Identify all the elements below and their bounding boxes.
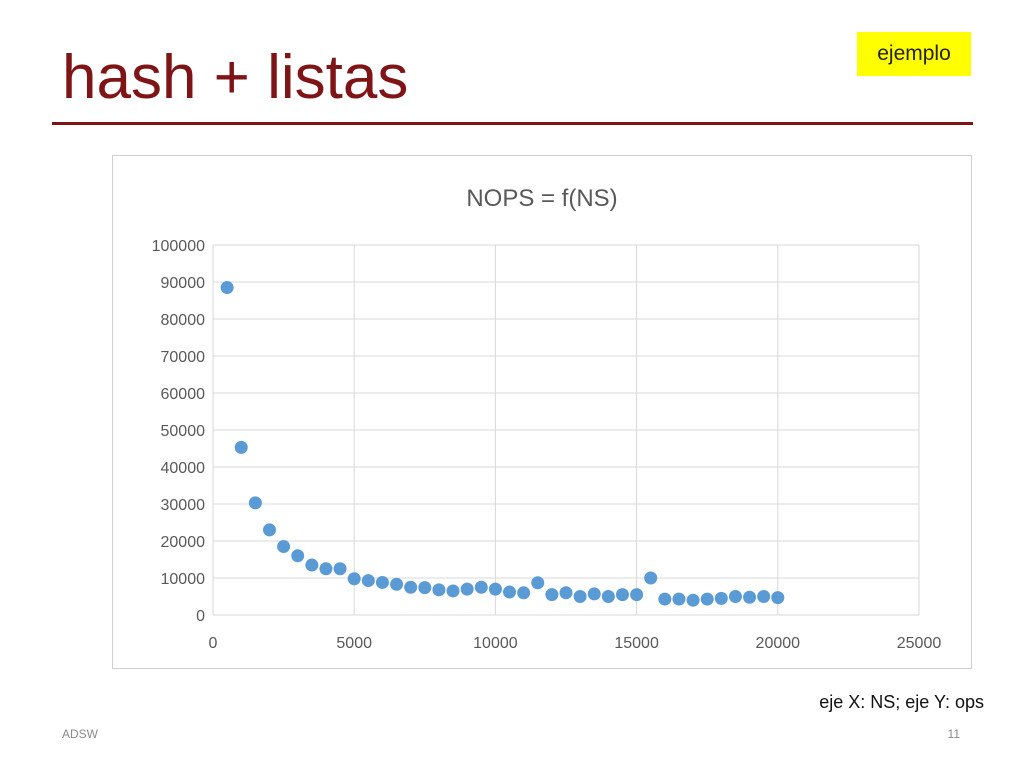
y-tick-label: 70000: [161, 349, 206, 366]
data-point: [291, 549, 305, 563]
axis-note: eje X: NS; eje Y: ops: [819, 692, 984, 712]
data-point: [390, 577, 404, 591]
data-point: [262, 523, 276, 537]
data-point: [460, 582, 474, 596]
y-tick-label: 0: [196, 608, 205, 625]
y-tick-label: 10000: [161, 571, 206, 588]
scatter-chart: NOPS = f(NS) 010000200003000040000500006…: [152, 185, 942, 652]
data-point: [347, 572, 361, 586]
data-point: [375, 575, 389, 589]
data-point: [503, 585, 517, 599]
title-divider: [52, 122, 973, 125]
data-point: [601, 590, 615, 603]
data-point: [305, 558, 319, 572]
data-point: [672, 592, 686, 606]
chart-ticks: 0100002000030000400005000060000700008000…: [152, 238, 942, 652]
data-point: [559, 586, 573, 600]
data-point: [432, 583, 446, 597]
x-tick-label: 0: [209, 635, 218, 652]
data-point: [700, 592, 714, 606]
data-point: [771, 591, 785, 605]
data-point: [333, 562, 347, 576]
y-tick-label: 80000: [161, 312, 206, 329]
x-tick-label: 15000: [614, 635, 659, 652]
example-badge: ejemplo: [857, 32, 971, 76]
y-tick-label: 90000: [161, 275, 206, 292]
footer-label: ADSW: [62, 727, 98, 741]
data-point: [248, 496, 262, 510]
data-point: [361, 574, 375, 588]
data-point: [743, 590, 757, 604]
data-point: [474, 580, 488, 594]
data-point: [587, 587, 601, 601]
data-point: [644, 571, 658, 585]
chart-grid: [212, 244, 920, 616]
data-point: [220, 281, 234, 295]
data-point: [728, 590, 742, 603]
y-tick-label: 50000: [161, 423, 206, 440]
data-point: [714, 591, 728, 605]
data-point: [573, 590, 587, 603]
data-point: [545, 588, 559, 602]
x-tick-label: 5000: [336, 635, 372, 652]
data-point: [531, 576, 545, 590]
data-point: [418, 581, 432, 595]
chart-frame: NOPS = f(NS) 0 10000 20000 30000 40000 50000 6…: [112, 155, 972, 669]
x-tick-label: 20000: [756, 635, 801, 652]
data-point: [404, 580, 418, 594]
data-point: [757, 590, 771, 603]
chart-points: [220, 281, 785, 607]
page-number: 11: [947, 727, 960, 741]
data-point: [234, 440, 248, 454]
x-tick-label: 25000: [897, 635, 942, 652]
y-tick-label: 100000: [152, 238, 205, 255]
data-point: [615, 588, 629, 602]
y-tick-label: 60000: [161, 386, 206, 403]
slide-title: hash + listas: [62, 43, 409, 112]
x-tick-label: 10000: [473, 635, 518, 652]
data-point: [517, 586, 531, 600]
chart-title: NOPS = f(NS): [466, 185, 617, 212]
data-point: [319, 562, 333, 576]
y-tick-label: 20000: [161, 534, 206, 551]
y-tick-label: 30000: [161, 497, 206, 514]
y-tick-label: 40000: [161, 460, 206, 477]
data-point: [630, 588, 644, 602]
data-point: [686, 593, 700, 607]
data-point: [446, 584, 460, 598]
data-point: [277, 540, 291, 554]
data-point: [488, 582, 502, 596]
data-point: [658, 592, 672, 606]
